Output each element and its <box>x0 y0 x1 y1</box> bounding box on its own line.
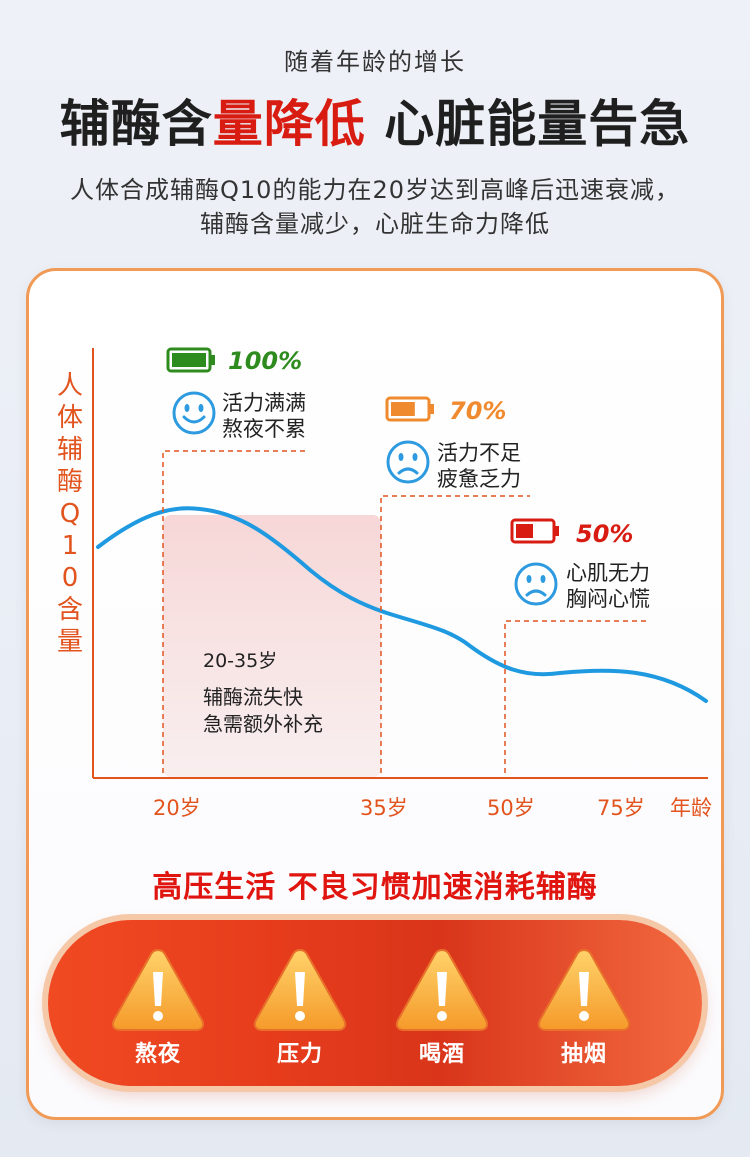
sub-title: 高压生活 不良习惯加速消耗辅酶 <box>152 870 598 905</box>
warning-icon <box>111 948 205 1031</box>
highlight-note-line: 急需额外补充 <box>203 712 323 736</box>
highlight-note: 辅酶流失快 急需额外补充 <box>203 684 323 738</box>
face-eye <box>398 453 404 461</box>
stage-text-35: 活力不足 疲惫乏力 <box>437 440 521 492</box>
habit-smoking: 抽烟 <box>528 944 640 1068</box>
guide-line-50 <box>504 620 648 773</box>
y-axis-label: 人体辅酶Q10含量 <box>56 371 83 657</box>
battery-tip <box>211 355 215 365</box>
habit-label: 熬夜 <box>134 1042 181 1067</box>
highlight-note-line: 辅酶流失快 <box>203 685 303 709</box>
battery-percent-70: 70% <box>449 397 507 425</box>
face-mouth <box>525 589 547 597</box>
warning-icon <box>537 948 631 1031</box>
x-tick-50: 50岁 <box>487 796 535 820</box>
face-eye <box>526 575 532 583</box>
stage-text-line: 胸闷心慌 <box>566 587 650 611</box>
battery-percent-100: 100% <box>228 347 303 375</box>
habit-stress: 压力 <box>244 944 356 1068</box>
smiley-face-icon <box>172 391 216 435</box>
stage-text-line: 活力不足 <box>437 441 521 465</box>
face-eye <box>184 404 190 412</box>
battery-level <box>172 353 206 367</box>
main-title: 辅酶含量降低 心脏能量告急 <box>0 84 750 156</box>
battery-level <box>391 402 415 416</box>
warning-icon <box>253 948 347 1031</box>
guide-line-20 <box>162 450 306 773</box>
battery-level <box>516 524 533 538</box>
stage-text-line: 心肌无力 <box>566 561 650 585</box>
description-line-1: 人体合成辅酶Q10的能力在20岁达到高峰后迅速衰减， <box>70 176 680 204</box>
face-eye <box>540 575 546 583</box>
x-axis-label: 年龄 <box>670 796 712 820</box>
battery-tip <box>555 526 559 536</box>
sad-face-icon <box>386 440 430 484</box>
x-tick-35: 35岁 <box>360 796 408 820</box>
description-line-2: 辅酶含量减少，心脏生命力降低 <box>200 210 550 238</box>
face-eye <box>198 404 204 412</box>
face-mouth <box>397 467 419 475</box>
battery-percent-50: 50% <box>576 520 634 548</box>
x-tick-20: 20岁 <box>153 796 201 820</box>
stage-text-line: 熬夜不累 <box>222 417 306 441</box>
stage-text-line: 活力满满 <box>222 391 306 415</box>
habit-label: 压力 <box>276 1042 323 1067</box>
sad-face-icon <box>514 562 558 606</box>
habit-label: 抽烟 <box>560 1042 607 1067</box>
main-title-part1: 辅酶含 <box>59 95 213 153</box>
main-title-part2: 量降低 <box>212 95 366 153</box>
face-eye <box>412 453 418 461</box>
habit-label: 喝酒 <box>418 1042 465 1067</box>
highlight-range-label: 20-35岁 <box>203 650 278 672</box>
stage-text-line: 疲惫乏力 <box>437 467 521 491</box>
stage-text-20: 活力满满 熬夜不累 <box>222 390 306 442</box>
pre-title: 随着年龄的增长 <box>284 48 466 76</box>
warning-icon <box>395 948 489 1031</box>
habit-staying-up: 熬夜 <box>102 944 214 1068</box>
face-mouth <box>182 415 206 424</box>
guide-line-35 <box>380 495 530 773</box>
stage-text-50: 心肌无力 胸闷心慌 <box>566 560 650 612</box>
battery-tip <box>430 404 434 414</box>
chart <box>92 347 708 779</box>
x-tick-75: 75岁 <box>597 796 645 820</box>
decay-curve <box>96 506 708 703</box>
main-title-part3: 心脏能量告急 <box>384 95 691 153</box>
habits-banner: 熬夜 压力 喝酒 抽烟 <box>48 920 702 1086</box>
habit-drinking: 喝酒 <box>386 944 498 1068</box>
